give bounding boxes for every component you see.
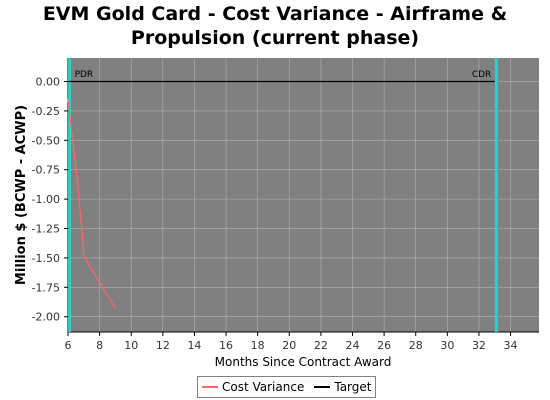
x-tick-label: 28 [409,339,423,352]
x-tick-label: 8 [96,339,103,352]
legend-swatch-cost-variance [202,386,218,388]
x-axis-label: Months Since Contract Award [215,355,392,369]
x-tick-label: 34 [504,339,518,352]
legend-swatch-target [314,386,331,388]
x-tick-label: 26 [377,339,391,352]
legend-label-target: Target [334,380,372,394]
y-tick-label: -0.75 [32,164,60,177]
data-series [67,80,495,309]
chart-title-line-1: EVM Gold Card - Cost Variance - Airframe… [42,3,508,25]
y-tick-label: -1.25 [32,223,60,236]
y-axis-label: Million $ (BCWP - ACWP) [14,105,29,285]
x-tick-label: 10 [124,339,138,352]
x-tick-label: 30 [440,339,454,352]
grid-lines [67,58,539,332]
legend-label-cost-variance: Cost Variance [222,380,305,394]
series-line-cost-variance [67,99,116,309]
x-tick-label: 14 [187,339,201,352]
y-ticks: 0.00 -0.25 -0.50 -0.75 -1.00 -1.25 -1.50 -1.75 -… [32,76,68,324]
legend: Cost Variance Target [197,376,377,398]
x-tick-label: 6 [65,339,72,352]
milestone-label-cdr: CDR [472,70,491,80]
y-tick-label: -1.50 [32,252,60,265]
y-tick-label: -1.00 [32,193,60,206]
x-tick-label: 16 [219,339,233,352]
plot-area [68,58,539,332]
x-tick-label: 18 [251,339,265,352]
x-tick-label: 24 [345,339,359,352]
chart-title-line-2: Propulsion (current phase) [130,27,420,49]
y-tick-label: -0.25 [32,105,60,118]
x-tick-label: 12 [156,339,170,352]
legend-item-target: Target [314,380,371,394]
x-ticks: 6 8 10 12 14 16 18 20 22 24 26 28 30 32 34 [65,332,518,352]
y-tick-label: 0.00 [36,76,61,89]
milestone-label-pdr: PDR [75,70,94,80]
y-tick-label: -1.75 [32,281,60,294]
chart-title: EVM Gold Card - Cost Variance - Airframe… [0,2,550,50]
milestone-markers: PDR CDR [68,58,498,332]
legend-item-cost-variance: Cost Variance [202,380,304,394]
x-tick-label: 20 [282,339,296,352]
y-tick-label: -0.50 [32,134,60,147]
x-tick-label: 32 [472,339,486,352]
y-tick-label: -2.00 [32,311,60,324]
x-tick-label: 22 [314,339,328,352]
